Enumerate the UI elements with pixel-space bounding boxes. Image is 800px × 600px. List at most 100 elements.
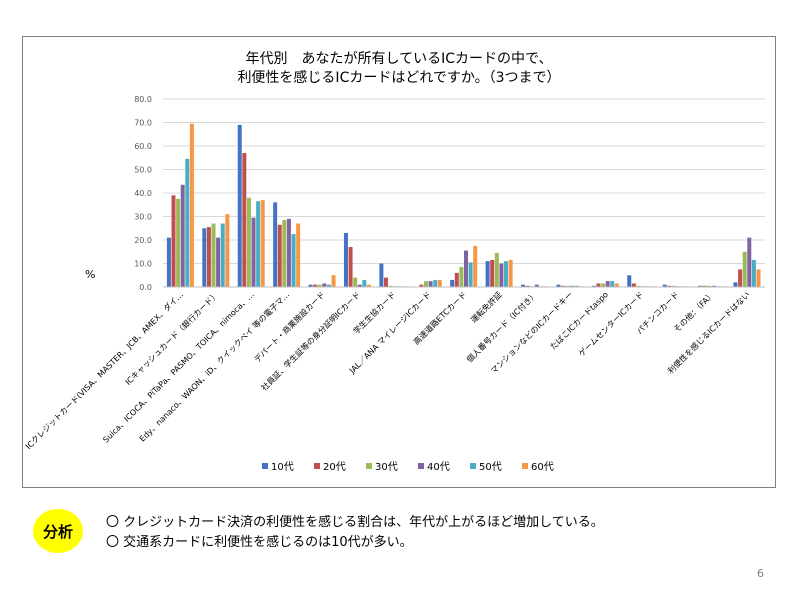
bar — [636, 285, 641, 287]
y-tick-label: 80.0 — [134, 95, 152, 104]
category-label: デパート・商業施設カード — [252, 289, 327, 364]
analysis-line-2: 〇 交通系カードに利便性を感じるのは10代が多い。 — [106, 535, 413, 550]
bar — [308, 284, 313, 287]
category-label: Suica、ICOCA、PiTaPa、PASMO、TOICA、nimoca、… — [101, 290, 256, 445]
bar — [751, 259, 756, 287]
legend-label: 40代 — [427, 461, 450, 473]
bar — [331, 275, 336, 287]
legend-swatch — [470, 463, 476, 469]
bar — [561, 285, 566, 287]
bar — [237, 124, 242, 287]
bar — [388, 285, 393, 287]
bar — [423, 281, 428, 287]
bar — [296, 223, 301, 287]
bar — [216, 237, 221, 287]
page-number: 6 — [757, 567, 764, 580]
bar — [357, 284, 362, 287]
bar — [525, 285, 530, 287]
bar — [508, 259, 513, 287]
bar — [534, 284, 539, 287]
bar — [596, 283, 601, 287]
bar — [189, 123, 194, 287]
bar — [707, 285, 712, 287]
y-axis-unit-label: % — [85, 268, 95, 281]
bar — [176, 198, 181, 287]
legend-label: 60代 — [531, 461, 554, 473]
bar — [180, 184, 185, 287]
bar — [273, 202, 278, 287]
y-tick-label: 70.0 — [134, 119, 152, 128]
legend-swatch — [522, 463, 528, 469]
bar — [246, 197, 251, 287]
analysis-line-1: 〇 クレジットカード決済の利便性を感じる割合は、年代が上がるほど増加している。 — [106, 515, 604, 530]
bar-chart: 年代別 あなたが所有しているICカードの中で、 利便性を感じるICカードはどれで… — [23, 51, 765, 473]
category-label: 個人番号カード（IC付き） — [464, 289, 539, 364]
bar — [206, 227, 211, 287]
bars — [166, 123, 761, 287]
y-tick-label: 60.0 — [134, 142, 152, 151]
legend-label: 30代 — [375, 461, 398, 473]
bar — [366, 284, 371, 287]
legend-label: 50代 — [479, 461, 502, 473]
bar — [605, 281, 610, 287]
bar — [711, 285, 716, 287]
bar — [322, 283, 327, 287]
bar — [556, 284, 561, 287]
legend: 10代 20代 30代 40代 50代 60代 — [262, 461, 554, 473]
bar — [437, 279, 442, 287]
legend-label: 20代 — [323, 461, 346, 473]
legend-swatch — [314, 463, 320, 469]
chart-title-line-2: 利便性を感じるICカードはどれですか。（3つまで） — [237, 69, 560, 86]
bar — [468, 262, 473, 287]
y-tick-label: 20.0 — [134, 236, 152, 245]
analysis-badge: 分析 — [33, 509, 83, 553]
bar — [211, 223, 216, 287]
legend-label: 10代 — [271, 461, 294, 473]
bar — [459, 267, 464, 287]
bar — [353, 277, 358, 287]
analysis-text: 〇 クレジットカード決済の利便性を感じる割合は、年代が上がるほど増加している。 … — [106, 513, 604, 553]
bar — [419, 284, 424, 287]
category-label: ゲームセンターICカード — [576, 289, 645, 358]
bar — [464, 250, 468, 287]
chart-title-line-1: 年代別 あなたが所有しているICカードの中で、 — [246, 51, 553, 67]
bar — [343, 232, 348, 287]
bar — [574, 285, 579, 287]
bar — [317, 284, 322, 287]
bar — [326, 284, 331, 287]
bar — [614, 283, 619, 287]
bar — [220, 223, 225, 287]
bar — [291, 234, 296, 287]
y-tick-label: 10.0 — [134, 260, 152, 269]
bar — [379, 263, 384, 287]
bar — [485, 261, 490, 287]
bar — [733, 282, 738, 287]
y-tick-label: 30.0 — [134, 213, 152, 222]
bar — [202, 228, 207, 287]
y-tick-label: 0.0 — [139, 283, 152, 292]
bar — [565, 285, 570, 287]
bar — [747, 237, 752, 287]
bar — [627, 275, 632, 287]
bar — [450, 279, 455, 287]
bar — [738, 269, 743, 287]
bar — [251, 217, 256, 287]
y-tick-label: 50.0 — [134, 166, 152, 175]
bar — [742, 251, 747, 287]
bar — [610, 281, 615, 287]
bar — [702, 285, 707, 287]
bar — [756, 269, 761, 287]
bar — [433, 279, 438, 287]
bar — [282, 220, 287, 287]
category-labels: ICクレジットカード(VISA、MASTER、JCB、AMEX、ダイ…ICキャッ… — [23, 289, 751, 451]
bar — [521, 284, 526, 287]
bar — [260, 200, 265, 287]
bar — [348, 247, 353, 287]
bar — [662, 284, 667, 287]
legend-swatch — [366, 463, 372, 469]
bar — [499, 263, 504, 287]
bar — [185, 158, 190, 287]
bar — [454, 272, 459, 287]
bar — [242, 153, 247, 287]
bar — [277, 224, 282, 287]
